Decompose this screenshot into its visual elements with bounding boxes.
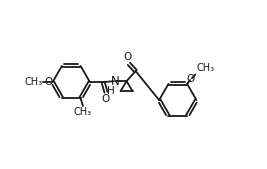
Text: CH₃: CH₃ <box>197 63 215 73</box>
Text: CH₃: CH₃ <box>24 77 42 87</box>
Text: CH₃: CH₃ <box>74 107 92 117</box>
Text: O: O <box>44 77 52 87</box>
Text: N: N <box>111 75 119 88</box>
Text: H: H <box>107 86 115 96</box>
Text: O: O <box>124 52 132 62</box>
Text: O: O <box>187 74 195 84</box>
Text: O: O <box>102 94 110 104</box>
